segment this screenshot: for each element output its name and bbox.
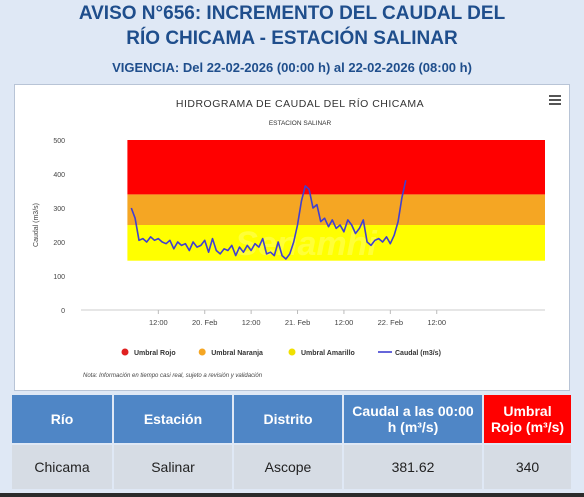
threshold-band-umbral-amarillo xyxy=(127,225,546,261)
threshold-band-umbral-rojo xyxy=(127,140,546,195)
legend-marker xyxy=(198,348,206,356)
header-umbral-rojo: Umbral Rojo (m³/s) xyxy=(484,395,571,443)
page-title-line-2: RÍO CHICAMA - ESTACIÓN SALINAR xyxy=(126,28,458,49)
table-header-row: Río Estación Distrito Caudal a las 00:00… xyxy=(12,395,571,443)
chart-note: Nota: Información en tiempo casi real, s… xyxy=(83,373,263,379)
page-title-line-1: AVISO N°656: INCREMENTO DEL CAUDAL DEL xyxy=(78,3,506,24)
x-tick-label: 21. Feb xyxy=(285,318,310,327)
caudal-series-line xyxy=(130,180,407,260)
y-axis-label: Caudal (m3/s) xyxy=(33,203,40,247)
x-tick-label: 20. Feb xyxy=(192,318,217,327)
x-tick-label: 12:00 xyxy=(427,318,446,327)
cell-rio: Chicama xyxy=(12,445,112,489)
legend-label: Umbral Rojo xyxy=(134,350,176,357)
header-distrito: Distrito xyxy=(234,395,342,443)
y-tick-label: 100 xyxy=(53,274,65,281)
legend-label: Umbral Amarillo xyxy=(301,350,355,357)
threshold-band-umbral-naranja xyxy=(127,194,546,225)
legend-label: Caudal (m3/s) xyxy=(395,350,441,357)
x-tick-label: 12:00 xyxy=(335,318,354,327)
table-row: Chicama Salinar Ascope 381.62 340 xyxy=(12,445,571,489)
x-tick-label: 12:00 xyxy=(149,318,168,327)
y-tick-label: 400 xyxy=(53,172,65,179)
header-estacion: Estación xyxy=(114,395,232,443)
legend-label: Umbral Naranja xyxy=(211,350,263,357)
y-tick-label: 0 xyxy=(61,308,65,315)
hydrograph-chart-panel: Senamhi 0 100 200 300 400 500 12:00 20. Feb 12:00… xyxy=(14,84,570,391)
cell-caudal: 381.62 xyxy=(344,445,482,489)
hamburger-menu-icon[interactable] xyxy=(549,95,561,105)
y-tick-label: 500 xyxy=(53,138,65,145)
bottom-divider xyxy=(0,493,584,497)
cell-distrito: Ascope xyxy=(234,445,342,489)
cell-estacion: Salinar xyxy=(114,445,232,489)
y-tick-label: 300 xyxy=(53,206,65,213)
y-tick-label: 200 xyxy=(53,240,65,247)
cell-umbral-rojo: 340 xyxy=(484,445,571,489)
header-rio: Río xyxy=(12,395,112,443)
header-caudal: Caudal a las 00:00 h (m³/s) xyxy=(344,395,482,443)
chart-subtitle: ESTACION SALINAR xyxy=(269,120,332,127)
chart-title: HIDROGRAMA DE CAUDAL DEL RÍO CHICAMA xyxy=(176,97,424,110)
x-tick-label: 12:00 xyxy=(242,318,261,327)
legend-marker xyxy=(288,348,296,356)
x-tick-label: 22. Feb xyxy=(378,318,403,327)
station-table: Río Estación Distrito Caudal a las 00:00… xyxy=(10,393,573,491)
vigencia-text: VIGENCIA: Del 22-02-2026 (00:00 h) al 22… xyxy=(112,60,472,75)
legend-marker xyxy=(121,348,129,356)
